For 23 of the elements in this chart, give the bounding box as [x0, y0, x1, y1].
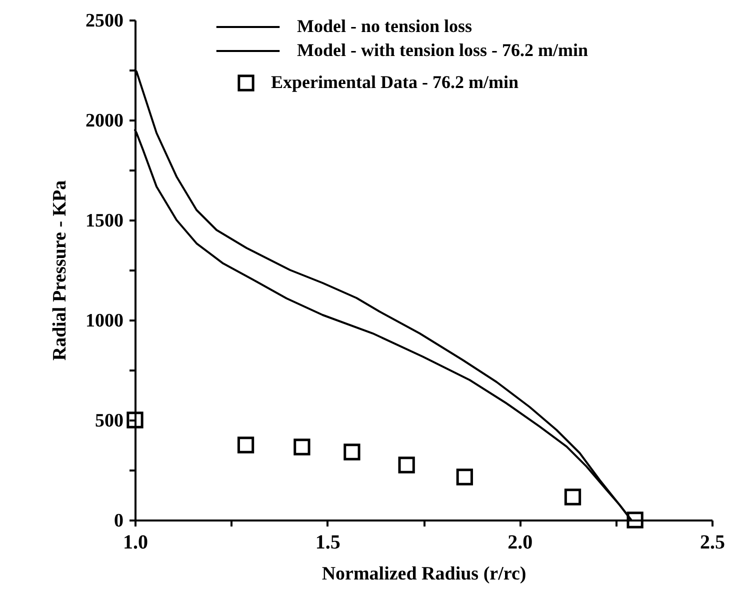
- y-tick-label: 500: [95, 410, 124, 432]
- point: [126, 412, 144, 428]
- legend-label: Model - no tension loss: [297, 16, 472, 36]
- point: [564, 488, 582, 506]
- point: [344, 444, 360, 460]
- x-tick-label: 2.0: [508, 532, 533, 554]
- x-tick-label: 2.5: [700, 532, 725, 554]
- y-tick-label: 2000: [86, 110, 124, 132]
- y-axis-title: Radial Pressure - KPa: [50, 180, 70, 361]
- y-tick-label: 0: [114, 510, 124, 532]
- point: [398, 456, 415, 474]
- x-tick-label: 1.5: [315, 532, 340, 554]
- y-tick-label: 2500: [86, 10, 124, 32]
- point: [456, 468, 473, 486]
- point: [626, 512, 644, 528]
- legend-label: Model - with tension loss - 76.2 m/min: [297, 40, 588, 60]
- x-axis-title: Normalized Radius (r/rc): [322, 564, 526, 584]
- y-tick-label: 1000: [86, 310, 124, 332]
- x-tick-label: 1.0: [123, 532, 148, 554]
- point: [294, 438, 310, 456]
- y-tick-label: 1500: [86, 210, 124, 232]
- legend-label: Experimental Data - 76.2 m/min: [271, 72, 518, 92]
- point: [237, 436, 254, 454]
